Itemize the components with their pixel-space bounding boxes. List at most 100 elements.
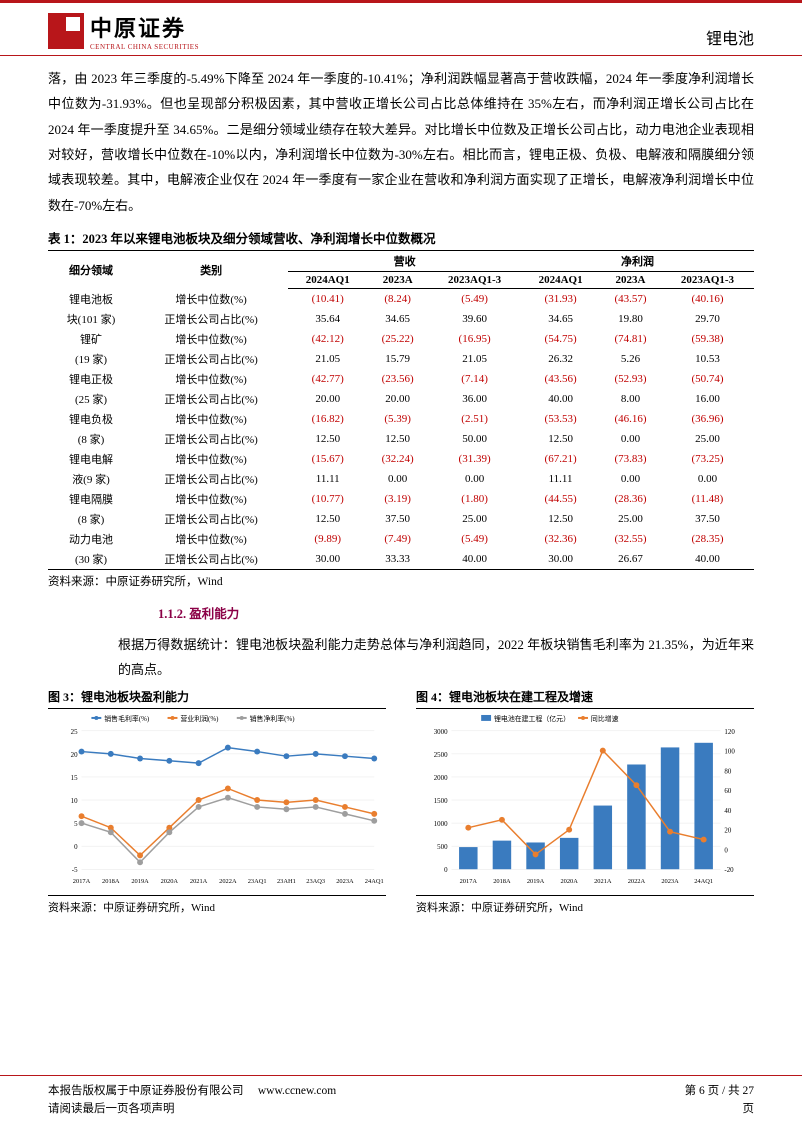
svg-text:20: 20 [71, 752, 78, 759]
svg-text:2019A: 2019A [131, 878, 149, 885]
row-type: 增长中位数(%) [134, 489, 288, 509]
col-np-p1: 2023A [600, 272, 661, 289]
col-np-p2: 2023AQ1-3 [661, 272, 754, 289]
chart-4-box: 050010001500200025003000-200204060801001… [416, 708, 754, 896]
svg-text:同比增速: 同比增速 [591, 714, 619, 723]
svg-text:23AQ1: 23AQ1 [248, 878, 267, 885]
svg-text:0: 0 [724, 848, 728, 855]
svg-text:40: 40 [724, 808, 731, 815]
chart-4-source: 资料来源：中原证券研究所，Wind [416, 899, 754, 915]
footer-url: www.ccnew.com [258, 1085, 336, 1097]
svg-text:-5: -5 [72, 867, 78, 874]
row-type: 增长中位数(%) [134, 369, 288, 389]
row-type: 正增长公司占比(%) [134, 309, 288, 329]
footer-copyright: 本报告版权属于中原证券股份有限公司 [48, 1085, 244, 1097]
segment-name-sub: (8 家) [48, 509, 134, 529]
segment-name-sub: (25 家) [48, 389, 134, 409]
svg-text:锂电池在建工程（亿元）: 锂电池在建工程（亿元） [494, 714, 570, 723]
svg-text:5: 5 [74, 821, 78, 828]
col-group-revenue: 营收 [288, 251, 521, 272]
row-type: 增长中位数(%) [134, 409, 288, 429]
paragraph-2: 根据万得数据统计：锂电池板块盈利能力走势总体与净利润趋同，2022 年板块销售毛… [118, 632, 754, 683]
row-type: 正增长公司占比(%) [134, 389, 288, 409]
svg-text:2023A: 2023A [661, 878, 679, 885]
footer-right: 第 6 页 / 共 27 页 [685, 1082, 754, 1133]
row-type: 增长中位数(%) [134, 449, 288, 469]
charts-row: 图 3：锂电池板块盈利能力 -505101520252017A2018A2019… [48, 688, 754, 915]
svg-text:25: 25 [71, 729, 78, 736]
segment-name: 锂电池板 [48, 289, 134, 309]
svg-text:24AQ1: 24AQ1 [694, 878, 713, 885]
row-type: 正增长公司占比(%) [134, 509, 288, 529]
svg-text:24AQ1: 24AQ1 [365, 878, 384, 885]
col-segment: 细分领域 [48, 251, 134, 289]
section-title: 锂电池 [706, 25, 754, 51]
svg-text:10: 10 [71, 798, 78, 805]
svg-text:2020A: 2020A [560, 878, 578, 885]
svg-text:23AQ3: 23AQ3 [306, 878, 325, 885]
svg-text:2017A: 2017A [73, 878, 91, 885]
page-header: 中原证券 CENTRAL CHINA SECURITIES 锂电池 [0, 0, 802, 56]
svg-text:2018A: 2018A [493, 878, 511, 885]
segment-name-sub: 块(101 家) [48, 309, 134, 329]
svg-text:100: 100 [724, 749, 735, 756]
svg-text:2000: 2000 [434, 775, 448, 782]
row-type: 正增长公司占比(%) [134, 469, 288, 489]
logo-en-text: CENTRAL CHINA SECURITIES [90, 43, 199, 51]
segment-name: 锂电隔膜 [48, 489, 134, 509]
logo-mark-icon [48, 13, 84, 49]
svg-text:80: 80 [724, 769, 731, 776]
col-group-netprofit: 净利润 [521, 251, 754, 272]
svg-text:2018A: 2018A [102, 878, 120, 885]
svg-text:2017A: 2017A [460, 878, 478, 885]
row-type: 正增长公司占比(%) [134, 349, 288, 369]
row-type: 正增长公司占比(%) [134, 429, 288, 449]
chart-3-col: 图 3：锂电池板块盈利能力 -505101520252017A2018A2019… [48, 688, 386, 915]
chart-3-source: 资料来源：中原证券研究所，Wind [48, 899, 386, 915]
svg-text:2021A: 2021A [190, 878, 208, 885]
svg-text:20: 20 [724, 828, 731, 835]
subhead-1-1-2: 1.1.2. 盈利能力 [158, 603, 754, 622]
footer-left: 本报告版权属于中原证券股份有限公司 www.ccnew.com 请阅读最后一页各… [48, 1082, 336, 1133]
segment-name-sub: (30 家) [48, 549, 134, 570]
paragraph-1: 落，由 2023 年三季度的-5.49%下降至 2024 年一季度的-10.41… [48, 66, 754, 218]
svg-text:1500: 1500 [434, 798, 448, 805]
segment-name-sub: (8 家) [48, 429, 134, 449]
table-1: 细分领域 类别 营收 净利润 2024AQ1 2023A 2023AQ1-3 2… [48, 250, 754, 570]
svg-text:销售毛利率(%): 销售毛利率(%) [104, 714, 149, 723]
segment-name: 锂电电解 [48, 449, 134, 469]
svg-text:2021A: 2021A [594, 878, 612, 885]
svg-text:2500: 2500 [434, 752, 448, 759]
segment-name-sub: 液(9 家) [48, 469, 134, 489]
footer-page: 第 6 页 / 共 27 [685, 1085, 754, 1097]
table-1-source: 资料来源：中原证券研究所，Wind [48, 573, 754, 589]
segment-name: 锂矿 [48, 329, 134, 349]
svg-text:1000: 1000 [434, 821, 448, 828]
footer-disclaimer: 请阅读最后一页各项声明 [48, 1103, 175, 1115]
segment-name: 锂电负极 [48, 409, 134, 429]
logo-cn-text: 中原证券 [90, 11, 199, 43]
svg-text:销售净利率(%): 销售净利率(%) [250, 714, 295, 723]
svg-text:60: 60 [724, 788, 731, 795]
row-type: 增长中位数(%) [134, 289, 288, 309]
chart-3-title: 图 3：锂电池板块盈利能力 [48, 688, 386, 705]
svg-text:3000: 3000 [434, 729, 448, 736]
table-1-title: 表 1：2023 年以来锂电池板块及细分领域营收、净利润增长中位数概况 [48, 228, 754, 247]
svg-text:0: 0 [74, 844, 78, 851]
svg-text:-20: -20 [724, 867, 734, 874]
svg-text:2019A: 2019A [527, 878, 545, 885]
svg-text:23AH1: 23AH1 [277, 878, 296, 885]
page-footer: 本报告版权属于中原证券股份有限公司 www.ccnew.com 请阅读最后一页各… [0, 1075, 802, 1133]
footer-page-suffix: 页 [743, 1103, 755, 1115]
row-type: 正增长公司占比(%) [134, 549, 288, 570]
svg-text:0: 0 [444, 867, 448, 874]
svg-text:营业利润(%): 营业利润(%) [180, 714, 218, 723]
segment-name-sub: (19 家) [48, 349, 134, 369]
chart-4-col: 图 4：锂电池板块在建工程及增速 05001000150020002500300… [416, 688, 754, 915]
chart-3-box: -505101520252017A2018A2019A2020A2021A202… [48, 708, 386, 896]
col-rev-p2: 2023AQ1-3 [428, 272, 521, 289]
segment-name: 动力电池 [48, 529, 134, 549]
col-rev-p1: 2023A [367, 272, 428, 289]
col-type: 类别 [134, 251, 288, 289]
svg-text:2023A: 2023A [336, 878, 354, 885]
